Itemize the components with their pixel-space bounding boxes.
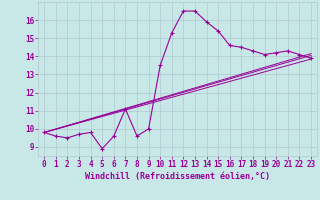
X-axis label: Windchill (Refroidissement éolien,°C): Windchill (Refroidissement éolien,°C): [85, 172, 270, 181]
